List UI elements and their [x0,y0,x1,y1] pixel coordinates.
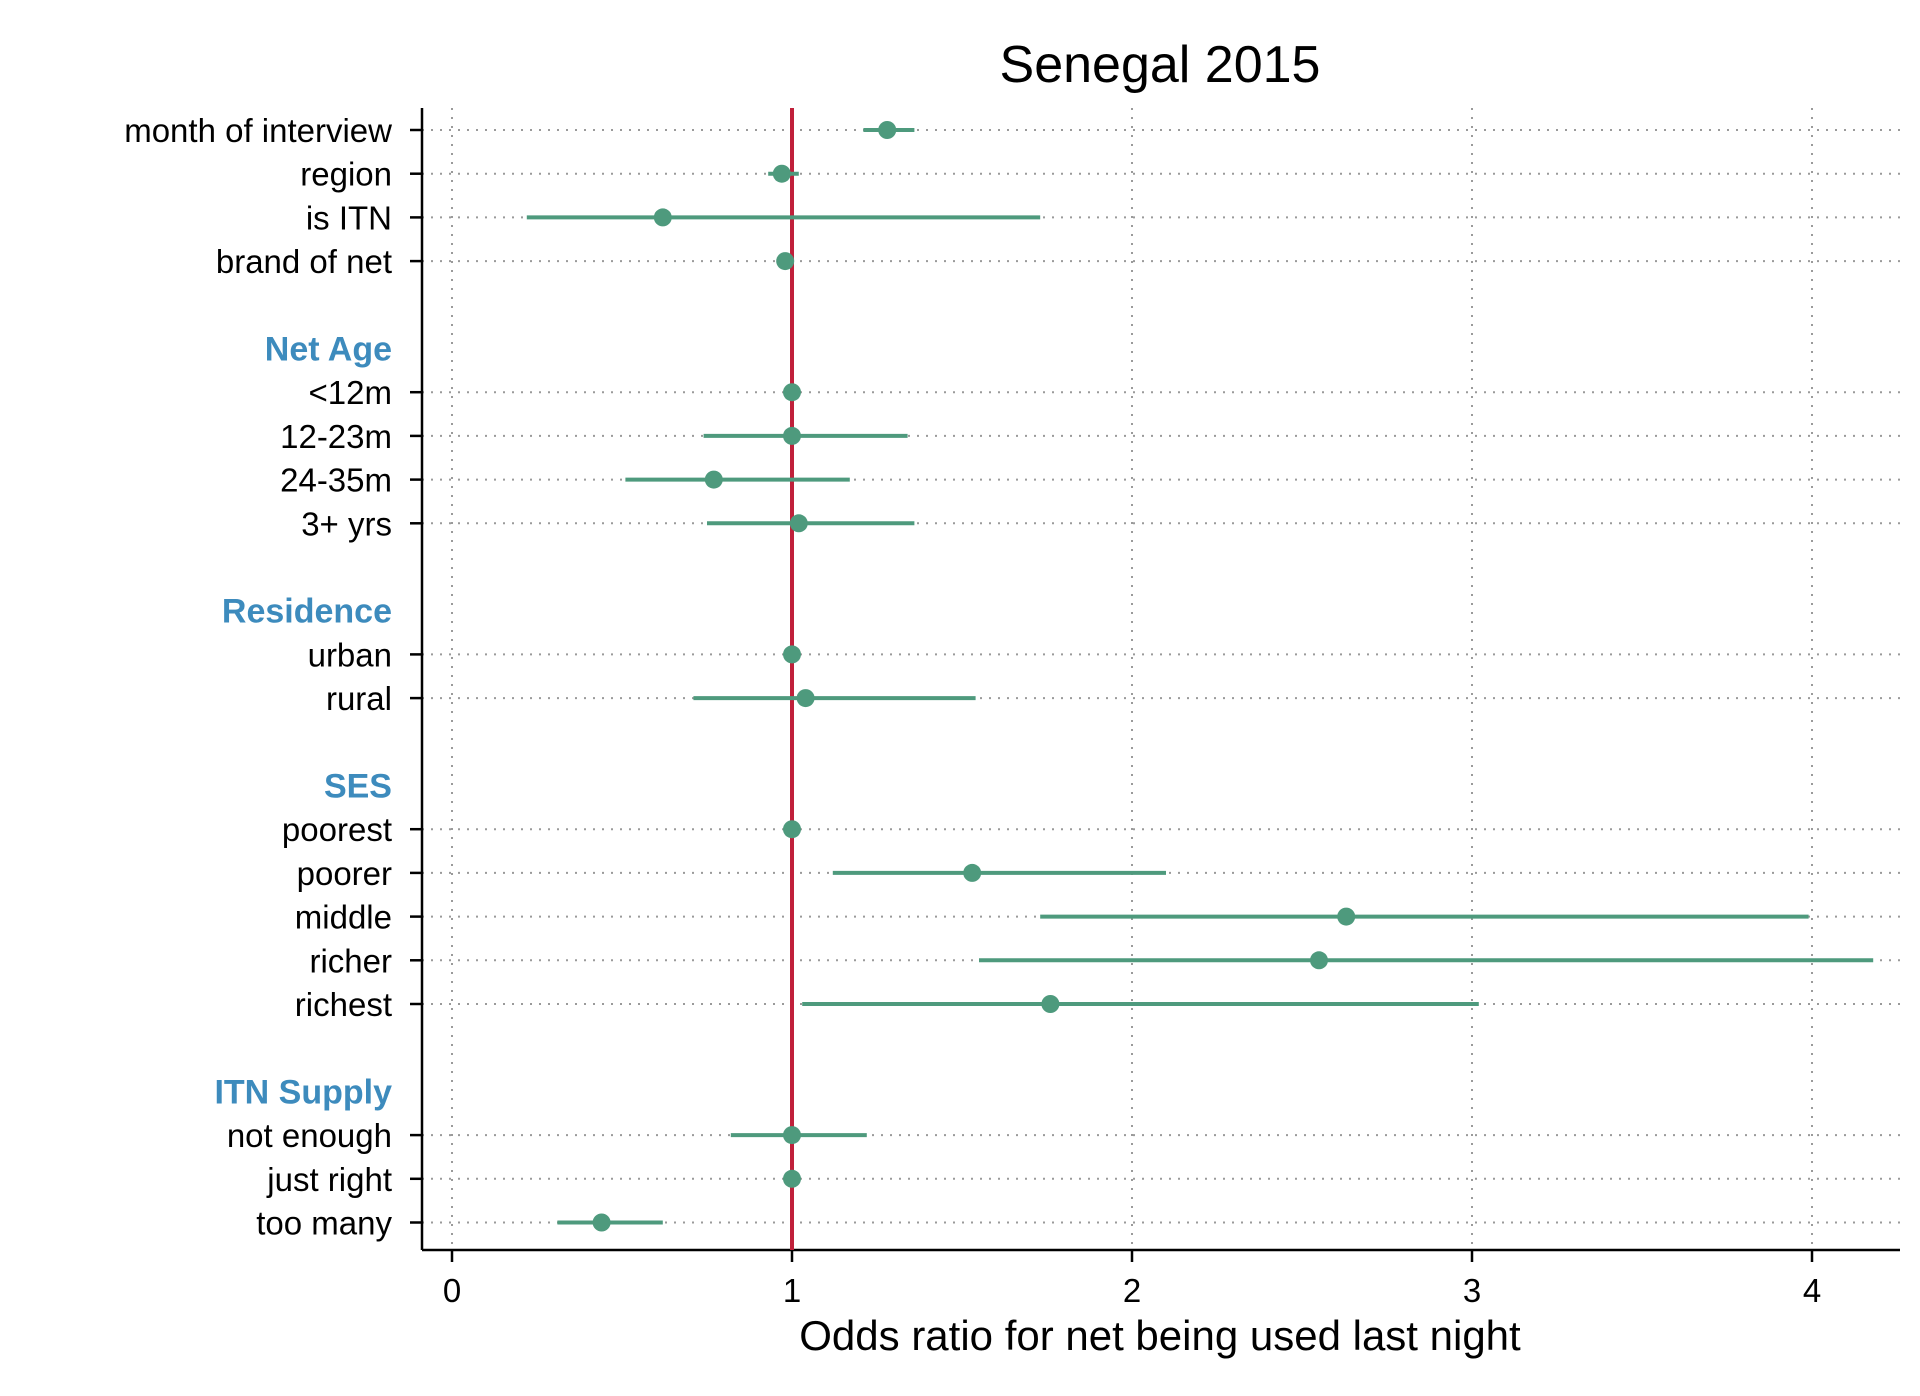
row-labels: month of interview region is ITN brand of n… [124,112,392,1242]
estimate-point [1310,951,1328,970]
x-tick-label: 0 [443,1272,461,1309]
group-header: ITN Supply [214,1073,392,1111]
row-label: 24-35m [280,462,392,499]
x-tick-labels: 0 1 2 3 4 [443,1272,1821,1309]
row-label: <12m [309,374,392,411]
estimate-point [789,514,808,533]
row-label: too many [256,1205,392,1242]
grid-lines [422,108,1900,1250]
estimate-point [772,164,791,183]
estimate-point [963,863,982,882]
row-label: not enough [227,1117,392,1154]
row-label: region [300,156,392,193]
x-tick-label: 4 [1803,1272,1821,1309]
row-label: is ITN [306,199,392,236]
estimate-point [776,252,795,271]
group-header: Residence [222,593,392,631]
row-label: 12-23m [280,418,392,455]
estimate-point [653,208,672,227]
estimates-layer [526,121,1874,1232]
row-label: 3+ yrs [301,505,392,542]
estimate-point [704,470,723,489]
estimate-point [783,1169,801,1188]
row-label: poorer [297,855,392,892]
row-label: richest [295,986,392,1023]
estimate-point [783,645,801,664]
estimate-point [1041,995,1060,1013]
x-tick-label: 3 [1463,1272,1481,1309]
estimate-point [783,426,801,445]
estimate-point [1337,907,1356,926]
x-axis-label: Odds ratio for net being used last night [799,1312,1521,1359]
x-tick-label: 1 [783,1272,801,1309]
x-tick-label: 2 [1123,1272,1141,1309]
row-label: just right [266,1161,392,1198]
group-header: SES [324,768,392,806]
chart-title: Senegal 2015 [1000,36,1321,94]
row-label: middle [295,899,392,936]
estimate-point [783,383,801,402]
group-header: Net Age [265,331,392,369]
row-label: month of interview [124,112,392,149]
estimate-point [783,1126,801,1145]
row-label: poorest [282,811,392,848]
estimate-point [796,689,815,708]
axes [410,108,1900,1262]
estimate-point [783,820,801,839]
estimate-point [592,1213,611,1232]
row-label: brand of net [216,243,392,280]
estimate-point [878,121,897,139]
row-label: urban [308,636,392,673]
row-label: richer [309,942,392,979]
row-label: rural [326,680,392,717]
